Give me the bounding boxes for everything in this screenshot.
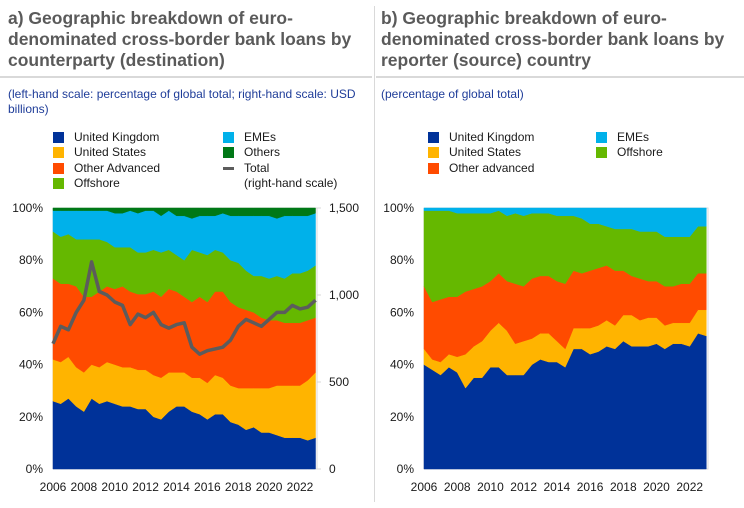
panel-b-title-rule: [376, 76, 744, 78]
panel-a-y-tick-label: 100%: [12, 201, 43, 215]
legend-label: Total: [244, 161, 270, 175]
panel-b-y-tick-label: 80%: [390, 253, 414, 267]
panel-b-y-tick-label: 0%: [397, 462, 415, 476]
panel-a-y-tick-label: 80%: [19, 253, 43, 267]
panel-b-x-tick-label: 2012: [510, 480, 537, 494]
legend-swatch-united-kingdom: [53, 132, 64, 143]
panel-b-x-tick-label: 2018: [610, 480, 637, 494]
panel-a-y2-tick-label: 1,500: [329, 201, 359, 215]
panel-a-subtitle: (left-hand scale: percentage of global t…: [8, 87, 356, 116]
panel-a-y2-tick-label: 0: [329, 462, 336, 476]
panel-a-x-tick-label: 2014: [163, 480, 190, 494]
panel-b: b) Geographic breakdown of euro-denomina…: [376, 0, 744, 508]
legend-label: United States: [449, 145, 522, 159]
panel-a-x-tick-label: 2018: [225, 480, 252, 494]
panel-b-area-emes: [423, 207, 707, 237]
legend-label: United Kingdom: [449, 130, 535, 144]
panel-a-y2-tick-label: 1,000: [329, 288, 359, 302]
panel-a-y-tick-label: 20%: [19, 410, 43, 424]
legend-label-secondary: (right-hand scale): [244, 176, 338, 190]
panel-b-x-tick-label: 2006: [411, 480, 438, 494]
panel-b-x-tick-label: 2014: [544, 480, 571, 494]
panel-b-areas: [423, 207, 707, 470]
legend-swatch-other-advanced: [53, 163, 64, 174]
legend-label: United Kingdom: [74, 130, 160, 144]
panel-a-areas: [52, 207, 316, 470]
panel-b-x-tick-label: 2022: [676, 480, 703, 494]
panel-b-x-tick-label: 2020: [643, 480, 670, 494]
legend-label: Offshore: [74, 176, 120, 190]
panel-a-x-tick-label: 2016: [194, 480, 221, 494]
legend-swatch-offshore: [596, 147, 607, 158]
legend-swatch-emes: [223, 132, 234, 143]
legend-swatch-other-advanced: [428, 163, 439, 174]
panel-a-x-tick-label: 2012: [132, 480, 159, 494]
panel-a-y-tick-label: 60%: [19, 305, 43, 319]
panel-a-chart: 0% 20% 40% 60% 80% 100% 0 500 1,000 1,500 2006 2008…: [12, 201, 359, 494]
legend-swatch-others: [223, 147, 234, 158]
panel-b-y-tick-label: 20%: [390, 410, 414, 424]
legend-label: Others: [244, 145, 281, 159]
legend-label: Other Advanced: [74, 161, 161, 175]
panel-b-x-tick-label: 2008: [444, 480, 471, 494]
panel-a-x-tick-label: 2022: [287, 480, 314, 494]
legend-label: United States: [74, 145, 147, 159]
panel-b-title: b) Geographic breakdown of euro-denomina…: [381, 8, 725, 70]
panel-b-y-tick-label: 100%: [383, 201, 414, 215]
legend-label: EMEs: [244, 130, 277, 144]
panel-a-x-tick-label: 2008: [71, 480, 98, 494]
legend-swatch-total: [223, 167, 234, 170]
legend-swatch-offshore: [53, 178, 64, 189]
legend-swatch-united-states: [428, 147, 439, 158]
legend-swatch-united-kingdom: [428, 132, 439, 143]
legend-label: Offshore: [617, 145, 663, 159]
legend-swatch-emes: [596, 132, 607, 143]
panel-a-area-others: [52, 207, 316, 219]
panel-a-line-total: [51, 260, 317, 356]
panel-a-x-tick-label: 2020: [256, 480, 283, 494]
panel-b-x-tick-label: 2010: [477, 480, 504, 494]
panel-a-y-tick-label: 0%: [26, 462, 44, 476]
legend-label: EMEs: [617, 130, 650, 144]
panel-a-x-tick-label: 2006: [40, 480, 67, 494]
panel-b-y-tick-label: 60%: [390, 305, 414, 319]
panel-a-title-rule: [0, 76, 372, 78]
panel-b-y-tick-label: 40%: [390, 358, 414, 372]
legend-swatch-united-states: [53, 147, 64, 158]
panel-divider: [374, 6, 375, 502]
panel-b-chart: 0% 20% 40% 60% 80% 100% 2006 2008 2010 2012 2014 20…: [383, 201, 709, 494]
panel-b-x-tick-label: 2016: [577, 480, 604, 494]
panel-a-y-tick-label: 40%: [19, 358, 43, 372]
legend-label: Other advanced: [449, 161, 535, 175]
panel-a-y2-tick-label: 500: [329, 375, 349, 389]
panel-a-title: a) Geographic breakdown of euro-denomina…: [8, 8, 352, 70]
panel-b-subtitle: (percentage of global total): [381, 87, 524, 101]
panel-a: a) Geographic breakdown of euro-denomina…: [0, 8, 372, 494]
panel-a-x-tick-label: 2010: [101, 480, 128, 494]
